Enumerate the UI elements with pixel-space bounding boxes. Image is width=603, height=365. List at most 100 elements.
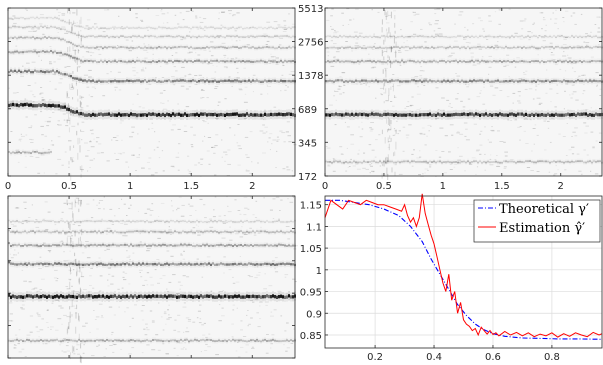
harmonic-halo bbox=[90, 45, 92, 50]
noise-speck bbox=[508, 76, 510, 78]
harmonic-halo bbox=[40, 36, 42, 41]
harmonic-halo bbox=[210, 78, 212, 85]
harmonic-halo bbox=[551, 35, 553, 39]
noise-speck bbox=[360, 83, 363, 85]
harmonic-segment bbox=[365, 79, 367, 82]
smear-mark bbox=[388, 128, 390, 131]
harmonic-halo bbox=[415, 34, 417, 38]
harmonic-halo bbox=[270, 77, 272, 85]
noise-speck bbox=[456, 131, 460, 133]
harmonic-halo bbox=[431, 78, 433, 85]
harmonic-segment bbox=[182, 79, 184, 82]
harmonic-halo bbox=[455, 160, 457, 165]
harmonic-segment bbox=[349, 113, 351, 117]
harmonic-halo bbox=[76, 107, 78, 117]
harmonic-halo bbox=[485, 59, 487, 64]
harmonic-segment bbox=[389, 112, 391, 117]
harmonic-segment bbox=[24, 102, 26, 107]
harmonic-segment bbox=[437, 79, 439, 82]
harmonic-halo bbox=[264, 59, 266, 65]
noise-speck bbox=[282, 31, 287, 32]
harmonic-halo bbox=[443, 109, 445, 119]
harmonic-segment bbox=[104, 35, 106, 38]
noise-speck bbox=[131, 48, 134, 50]
harmonic-segment bbox=[461, 35, 463, 37]
harmonic-halo bbox=[120, 58, 122, 64]
harmonic-segment bbox=[571, 61, 573, 63]
harmonic-halo bbox=[46, 150, 48, 155]
harmonic-segment bbox=[202, 112, 204, 116]
harmonic-segment bbox=[567, 46, 569, 49]
harmonic-segment bbox=[204, 112, 206, 116]
harmonic-segment bbox=[439, 60, 441, 62]
harmonic-halo bbox=[525, 109, 527, 119]
harmonic-halo bbox=[383, 46, 385, 51]
harmonic-halo bbox=[329, 78, 331, 84]
noise-speck bbox=[371, 149, 375, 151]
harmonic-halo bbox=[581, 77, 583, 84]
harmonic-halo bbox=[42, 150, 44, 155]
harmonic-segment bbox=[216, 35, 218, 38]
noise-speck bbox=[236, 307, 238, 309]
harmonic-halo bbox=[469, 35, 471, 39]
harmonic-halo bbox=[351, 59, 353, 64]
noise-speck bbox=[438, 109, 440, 110]
harmonic-halo bbox=[443, 58, 445, 63]
harmonic-halo bbox=[166, 46, 168, 51]
noise-speck bbox=[187, 169, 189, 171]
harmonic-halo bbox=[28, 67, 30, 74]
harmonic-segment bbox=[453, 79, 455, 82]
noise-speck bbox=[228, 13, 232, 15]
harmonic-halo bbox=[132, 34, 134, 39]
noise-speck bbox=[279, 37, 283, 39]
noise-speck bbox=[78, 66, 80, 68]
noise-speck bbox=[217, 104, 220, 106]
noise-speck bbox=[532, 23, 535, 25]
noise-speck bbox=[172, 166, 176, 168]
harmonic-segment bbox=[501, 80, 503, 83]
harmonic-halo bbox=[272, 45, 274, 50]
harmonic-halo bbox=[493, 79, 495, 85]
noise-speck bbox=[471, 157, 476, 159]
noise-speck bbox=[286, 169, 291, 171]
harmonic-segment bbox=[30, 50, 32, 53]
harmonic-segment bbox=[383, 160, 385, 163]
noise-speck bbox=[166, 12, 169, 14]
harmonic-halo bbox=[583, 160, 585, 165]
noise-speck bbox=[576, 153, 580, 155]
harmonic-segment bbox=[110, 80, 112, 83]
harmonic-segment bbox=[88, 47, 90, 49]
harmonic-halo bbox=[341, 35, 343, 39]
harmonic-halo bbox=[288, 34, 290, 39]
noise-speck bbox=[98, 143, 102, 145]
harmonic-halo bbox=[268, 26, 270, 30]
noise-speck bbox=[524, 18, 527, 20]
noise-speck bbox=[118, 15, 120, 17]
harmonic-halo bbox=[36, 15, 38, 19]
harmonic-segment bbox=[178, 79, 180, 82]
harmonic-segment bbox=[174, 79, 176, 83]
harmonic-segment bbox=[216, 113, 218, 117]
noise-speck bbox=[478, 48, 482, 50]
harmonic-halo bbox=[82, 109, 84, 119]
noise-speck bbox=[106, 160, 110, 162]
harmonic-segment bbox=[591, 60, 593, 62]
noise-speck bbox=[49, 63, 53, 65]
harmonic-segment bbox=[134, 60, 136, 63]
noise-speck bbox=[187, 203, 190, 205]
harmonic-halo bbox=[202, 35, 204, 40]
harmonic-halo bbox=[100, 26, 102, 30]
harmonic-halo bbox=[449, 110, 451, 120]
noise-speck bbox=[132, 70, 136, 72]
harmonic-segment bbox=[32, 150, 34, 153]
harmonic-halo bbox=[341, 59, 343, 64]
harmonic-halo bbox=[180, 25, 182, 29]
noise-speck bbox=[503, 141, 506, 143]
noise-speck bbox=[572, 67, 574, 69]
harmonic-segment bbox=[441, 35, 443, 38]
noise-speck bbox=[132, 67, 136, 69]
noise-speck bbox=[57, 124, 59, 126]
harmonic-segment bbox=[573, 36, 575, 38]
harmonic-halo bbox=[276, 26, 278, 30]
harmonic-segment bbox=[437, 112, 439, 116]
